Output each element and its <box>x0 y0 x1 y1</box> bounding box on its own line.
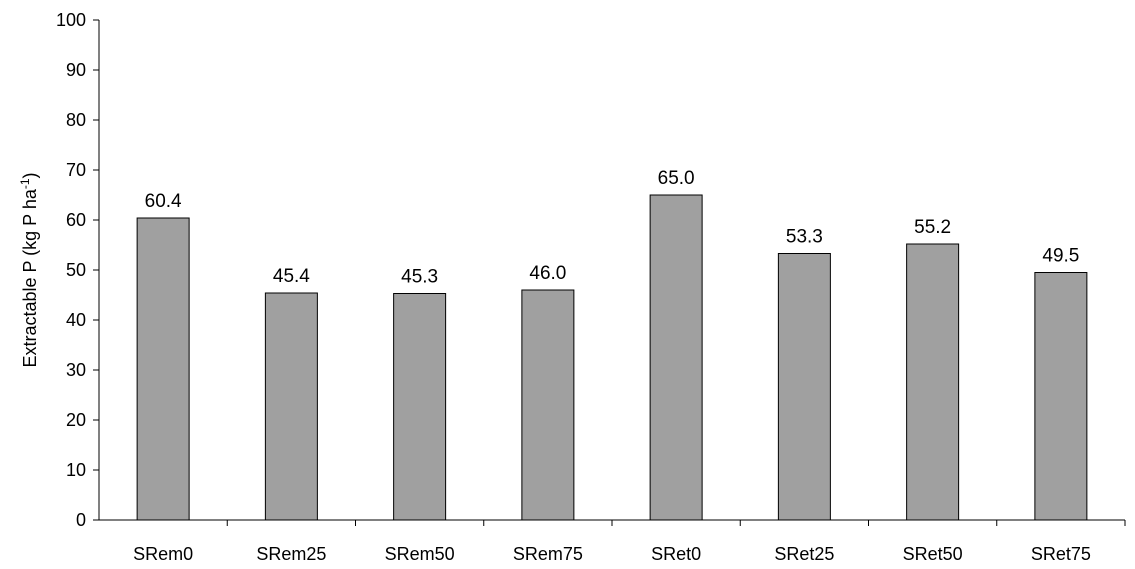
data-labels: 60.4 45.4 45.3 46.0 65.0 53.3 55.2 49.5 <box>145 168 1080 288</box>
bar-srem25 <box>264 292 318 521</box>
y-tick-label: 50 <box>66 260 86 280</box>
x-axis-ticks: SRem0 SRem25 SRem50 SRem75 SRet0 SRet25 SRet50… <box>133 520 1126 564</box>
y-tick-label: 60 <box>66 210 86 230</box>
bar-sret75 <box>1034 272 1088 521</box>
y-axis-ticks: 0 10 20 30 40 50 60 70 80 90 100 <box>56 10 99 530</box>
y-axis-title: Extractable P (kg P ha-1) <box>18 172 40 367</box>
bar-sret0 <box>649 194 703 521</box>
x-category-label: SRem25 <box>256 544 326 564</box>
data-label: 49.5 <box>1042 246 1079 267</box>
x-category-label: SRem75 <box>513 544 583 564</box>
x-category-label: SRet25 <box>774 544 834 564</box>
data-label: 60.4 <box>145 191 182 212</box>
y-tick-label: 100 <box>56 10 86 30</box>
bar-sret50 <box>906 243 960 521</box>
bar-srem50 <box>393 293 447 521</box>
y-tick-label: 30 <box>66 360 86 380</box>
x-category-label: SRet0 <box>651 544 701 564</box>
y-tick-label: 80 <box>66 110 86 130</box>
y-axis-title-superscript: -1 <box>18 178 32 189</box>
x-category-label: SRem0 <box>133 544 193 564</box>
x-category-label: SRet75 <box>1031 544 1091 564</box>
y-tick-label: 10 <box>66 460 86 480</box>
x-category-label: SRem50 <box>385 544 455 564</box>
y-tick-label: 90 <box>66 60 86 80</box>
data-label: 46.0 <box>529 263 566 284</box>
bars <box>136 194 1088 521</box>
y-axis-title-main: Extractable P (kg P ha <box>20 188 40 367</box>
bar-sret25 <box>777 253 831 521</box>
data-label: 45.3 <box>401 267 438 288</box>
y-tick-label: 0 <box>76 510 86 530</box>
data-label: 55.2 <box>914 217 951 238</box>
data-label: 65.0 <box>658 168 695 189</box>
y-tick-label: 40 <box>66 310 86 330</box>
y-axis-title-close: ) <box>20 172 40 178</box>
data-label: 53.3 <box>786 227 823 248</box>
x-category-label: SRet50 <box>903 544 963 564</box>
y-tick-label: 20 <box>66 410 86 430</box>
bar-srem0 <box>136 217 190 521</box>
bar-srem75 <box>521 289 575 521</box>
y-tick-label: 70 <box>66 160 86 180</box>
data-label: 45.4 <box>273 266 310 287</box>
